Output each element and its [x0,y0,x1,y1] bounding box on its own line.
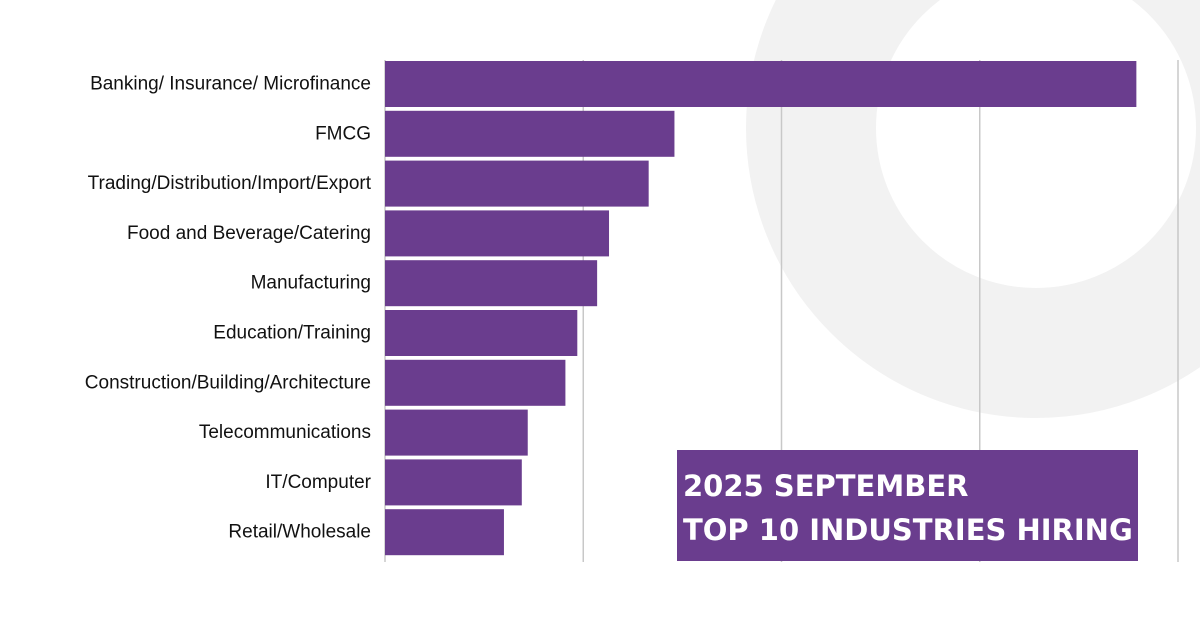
category-label: Food and Beverage/Catering [127,223,371,244]
bar [385,409,528,456]
bar [385,210,610,257]
category-label: FMCG [315,123,371,144]
chart-title-line-2: TOP 10 INDUSTRIES HIRING [683,513,1133,547]
category-label: Trading/Distribution/Import/Export [88,173,372,194]
bar [385,110,675,157]
chart-title-line-1: 2025 SEPTEMBER [683,469,969,503]
category-label: Manufacturing [251,273,371,294]
category-label: Retail/Wholesale [228,522,371,543]
bar [385,61,1137,107]
bar [385,359,566,406]
category-label: Construction/Building/Architecture [85,372,371,393]
bar [385,509,504,556]
category-label: Telecommunications [199,422,371,443]
category-label: IT/Computer [265,472,371,493]
category-label: Education/Training [213,323,371,344]
bar [385,260,598,307]
bar [385,160,649,207]
category-label: Banking/ Insurance/ Microfinance [90,74,371,95]
chart-title-box: 2025 SEPTEMBER TOP 10 INDUSTRIES HIRING [677,450,1138,561]
bar [385,310,578,356]
bar [385,459,522,506]
